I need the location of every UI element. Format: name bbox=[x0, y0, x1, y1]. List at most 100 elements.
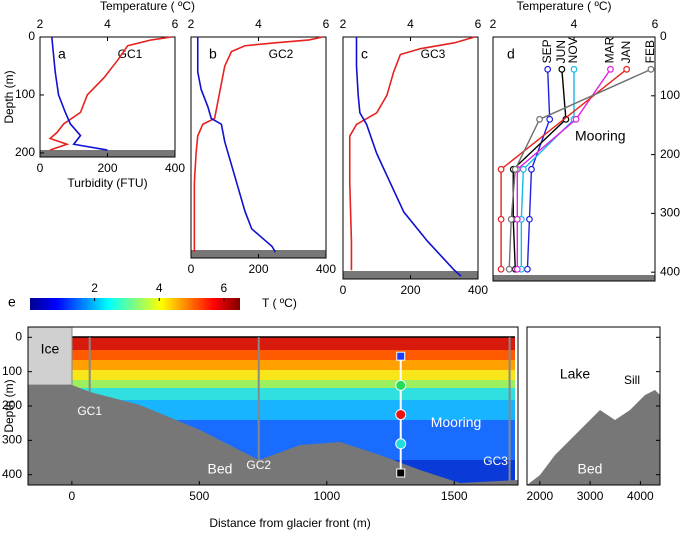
x2-tick-label: 4 bbox=[255, 17, 262, 31]
month-point bbox=[528, 165, 535, 173]
month-point bbox=[519, 165, 527, 173]
x2-tick-label: 2 bbox=[37, 17, 44, 31]
x2-tick-label: 2 bbox=[490, 17, 497, 31]
mooring-instrument bbox=[395, 409, 407, 421]
month-point bbox=[570, 65, 578, 73]
month-point bbox=[513, 215, 521, 223]
panel-letter: e bbox=[8, 294, 16, 310]
x-axis-label: Distance from glacier front (m) bbox=[209, 516, 370, 530]
x-tick-label: 500 bbox=[189, 489, 209, 503]
x2-tick-label: 6 bbox=[475, 17, 482, 31]
mooring-label: Mooring bbox=[431, 414, 482, 430]
x2-tick-label: 4 bbox=[104, 17, 111, 31]
legend-label: SEP bbox=[540, 39, 554, 63]
month-point bbox=[647, 65, 655, 73]
y-tick-label: 0 bbox=[15, 329, 22, 343]
y-tick-label: 300 bbox=[660, 206, 680, 220]
y-tick-label: 100 bbox=[2, 364, 22, 378]
x2-tick-label: 4 bbox=[571, 17, 578, 31]
month-point bbox=[497, 165, 505, 173]
month-point bbox=[524, 265, 531, 273]
colorbar-tick-label: 4 bbox=[156, 281, 163, 295]
profile-line bbox=[355, 37, 462, 277]
month-point bbox=[536, 115, 543, 123]
y-tick-label: 0 bbox=[660, 29, 667, 43]
legend-label: MAR bbox=[603, 36, 617, 63]
station-label: GC1 bbox=[77, 404, 102, 418]
y-tick-label: 400 bbox=[2, 467, 22, 481]
axes-frame bbox=[190, 36, 327, 259]
x-tick-label: 400 bbox=[165, 161, 185, 175]
legend-label: JUN bbox=[554, 40, 568, 63]
y-tick-label: 100 bbox=[660, 88, 680, 102]
month-point bbox=[607, 65, 614, 73]
y-tick-label: 200 bbox=[15, 145, 35, 159]
y-axis-label: Depth (m) bbox=[2, 70, 16, 123]
panel-letter: b bbox=[209, 46, 217, 62]
x-tick-label: 1500 bbox=[441, 489, 468, 503]
station-label: GC3 bbox=[483, 454, 508, 468]
y-tick-label: 200 bbox=[660, 147, 680, 161]
y-tick-label: 100 bbox=[15, 87, 35, 101]
legend-label: FEB bbox=[643, 40, 657, 63]
x2-axis-label: Temperature ( ºC) bbox=[516, 0, 611, 13]
station-label: GC2 bbox=[246, 458, 271, 472]
mooring-instrument bbox=[396, 468, 406, 478]
mooring-instrument bbox=[396, 351, 406, 361]
x-tick-label: 4000 bbox=[627, 489, 654, 503]
mooring-instrument bbox=[395, 379, 407, 391]
legend-label: JAN bbox=[619, 41, 633, 64]
mooring-instrument bbox=[395, 438, 407, 450]
profile-line bbox=[196, 37, 277, 253]
x-tick-label: 1000 bbox=[313, 489, 340, 503]
band bbox=[72, 360, 515, 370]
profile-line bbox=[348, 36, 475, 271]
x2-tick-label: 6 bbox=[172, 17, 179, 31]
month-point bbox=[558, 65, 566, 73]
annotation: Sill bbox=[624, 373, 640, 387]
x-tick-label: 200 bbox=[400, 283, 420, 297]
x-tick-label: 200 bbox=[97, 161, 117, 175]
y-tick-label: 400 bbox=[660, 264, 680, 278]
x-tick-label: 400 bbox=[316, 262, 336, 276]
panel-label: GC2 bbox=[269, 47, 294, 61]
x2-tick-label: 2 bbox=[340, 17, 347, 31]
band bbox=[72, 350, 515, 360]
y-tick-label: 200 bbox=[2, 398, 22, 412]
x-tick-label: 3000 bbox=[577, 489, 604, 503]
profile-line bbox=[51, 36, 108, 151]
month-point bbox=[544, 65, 552, 73]
x-tick-label: 0 bbox=[340, 283, 347, 297]
month-point bbox=[497, 265, 505, 273]
y-tick-label: 0 bbox=[28, 29, 35, 43]
month-point bbox=[546, 115, 554, 123]
panel-letter: d bbox=[507, 46, 515, 62]
profile-line bbox=[48, 36, 172, 151]
legend-label: NOV bbox=[566, 37, 580, 63]
annotation: Ice bbox=[41, 341, 60, 357]
month-point bbox=[513, 265, 521, 273]
panel-letter: a bbox=[58, 46, 66, 62]
band bbox=[72, 370, 515, 380]
band bbox=[72, 380, 515, 388]
annotation: Lake bbox=[560, 366, 591, 382]
month-line bbox=[500, 68, 628, 270]
bed-strip bbox=[493, 275, 655, 281]
annotation: Mooring bbox=[575, 128, 626, 144]
annotation: Bed bbox=[208, 461, 233, 477]
panel-label: GC3 bbox=[421, 47, 446, 61]
month-point bbox=[505, 265, 513, 273]
y-axis-label: Depth (m) bbox=[2, 379, 16, 432]
colorbar-tick-label: 2 bbox=[91, 281, 98, 295]
month-point bbox=[497, 215, 505, 223]
month-point bbox=[507, 215, 515, 223]
axes-frame bbox=[342, 36, 479, 280]
x-tick-label: 400 bbox=[468, 283, 488, 297]
month-point bbox=[623, 65, 631, 73]
band bbox=[72, 337, 515, 350]
month-point bbox=[572, 115, 580, 123]
colorbar-tick-label: 6 bbox=[221, 281, 228, 295]
panel-letter: c bbox=[361, 46, 368, 62]
